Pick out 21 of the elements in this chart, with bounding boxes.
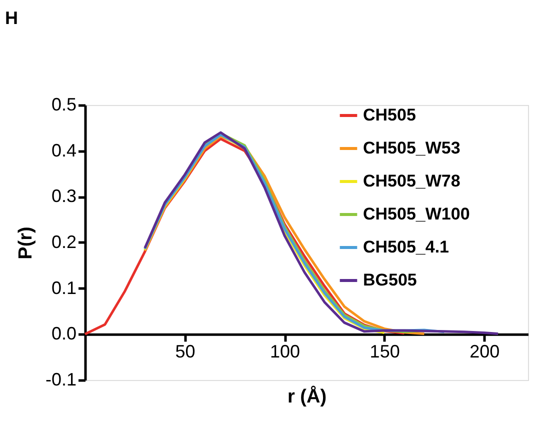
x-tick-label: 100 bbox=[270, 342, 300, 362]
legend-label: CH505_4.1 bbox=[363, 238, 450, 256]
y-tick-label: 0.0 bbox=[51, 324, 76, 344]
x-axis-title: r (Å) bbox=[287, 386, 327, 408]
y-tick-label: 0.2 bbox=[51, 232, 76, 252]
y-axis-title: P(r) bbox=[15, 226, 36, 260]
chart-title: H bbox=[5, 8, 18, 28]
legend-label: CH505_W78 bbox=[363, 172, 460, 190]
y-tick-label: -0.1 bbox=[45, 370, 76, 390]
line-series bbox=[144, 131, 500, 335]
legend-label: CH505_W53 bbox=[363, 138, 460, 158]
y-tick-label: 0.3 bbox=[51, 186, 76, 206]
x-tick-label: 200 bbox=[470, 342, 500, 362]
x-tick-label: 50 bbox=[175, 342, 196, 362]
y-tick-label: 0.1 bbox=[51, 278, 76, 298]
legend-label: BG505 bbox=[363, 270, 417, 290]
legend-label: CH505_W100 bbox=[363, 204, 470, 224]
y-tick-label: 0.4 bbox=[51, 140, 76, 160]
y-tick-label: 0.5 bbox=[51, 94, 76, 114]
x-tick-label: 150 bbox=[370, 342, 400, 362]
legend-label: CH505 bbox=[363, 106, 416, 124]
